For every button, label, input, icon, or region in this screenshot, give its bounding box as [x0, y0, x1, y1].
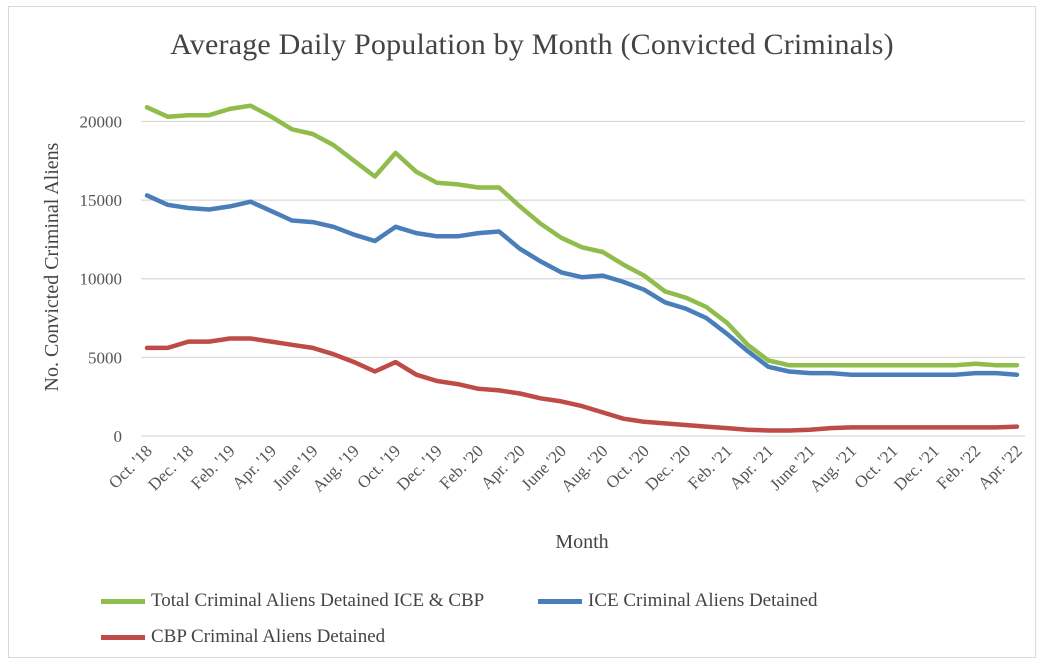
y-tick-label: 5000	[88, 348, 122, 367]
x-tick-label: Feb. '22	[933, 441, 985, 493]
chart-title: Average Daily Population by Month (Convi…	[170, 28, 894, 61]
x-tick-label: Apr. '22	[974, 441, 1026, 493]
x-tick-label: Feb. '19	[187, 441, 239, 493]
series-lines	[144, 103, 1020, 433]
x-tick-label: Dec. '19	[393, 441, 446, 494]
series-line-total	[144, 103, 1020, 368]
y-tick-label: 10000	[80, 270, 123, 289]
y-tick-label: 20000	[80, 112, 123, 131]
series-line-cbp	[144, 336, 1020, 433]
x-tick-label: Feb. '20	[436, 441, 488, 493]
x-tick-label: Aug. '20	[557, 441, 611, 495]
x-tick-label: Feb. '21	[684, 441, 736, 493]
y-tick-label: 0	[114, 427, 123, 446]
series-line-ice	[144, 193, 1020, 377]
y-tick-label: 15000	[80, 191, 123, 210]
y-axis-title: No. Convicted Criminal Aliens	[41, 142, 63, 391]
x-tick-label: Aug. '19	[309, 441, 363, 495]
legend-label-cbp: CBP Criminal Aliens Detained	[151, 626, 386, 647]
legend-item-ice: ICE Criminal Aliens Detained	[538, 590, 818, 612]
legend-item-total: Total Criminal Aliens Detained ICE & CBP	[101, 590, 484, 612]
legend-swatch-ice	[538, 598, 582, 604]
legend-swatch-total	[101, 598, 145, 604]
y-tick-labels: 0 5000 10000 15000 20000	[80, 112, 123, 446]
legend-swatch-cbp	[101, 634, 145, 640]
x-tick-label: Dec. '18	[144, 441, 197, 494]
x-tick-label: Dec. '21	[890, 441, 943, 494]
x-axis-title: Month	[555, 531, 608, 553]
legend-item-cbp: CBP Criminal Aliens Detained	[101, 626, 385, 648]
legend-label-ice: ICE Criminal Aliens Detained	[588, 590, 818, 611]
x-tick-label: Aug. '21	[806, 441, 860, 495]
x-tick-label: Dec. '20	[641, 441, 694, 494]
legend-label-total: Total Criminal Aliens Detained ICE & CBP	[151, 590, 485, 611]
